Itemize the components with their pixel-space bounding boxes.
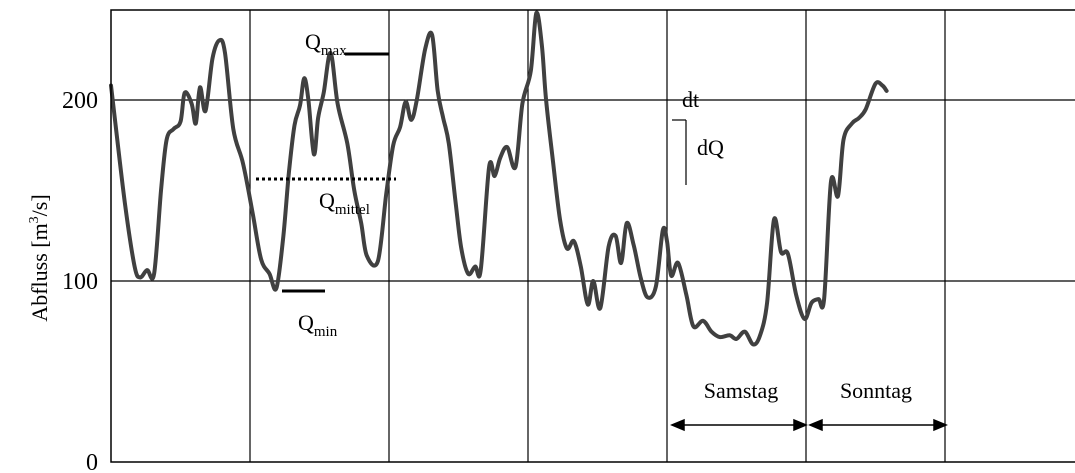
qmin-label-sub: min: [314, 324, 338, 340]
series-line: [109, 10, 889, 347]
dq-label: dQ: [697, 135, 724, 160]
qmax-label-base: Q: [305, 29, 321, 54]
qmittel-label-base: Q: [319, 188, 335, 213]
ytick-label: 100: [62, 269, 98, 295]
qmittel-label: Qmittel: [319, 188, 370, 218]
y-axis-label: Abfluss [m3/s]: [27, 194, 52, 321]
sonntag-label: Sonntag: [840, 378, 912, 403]
y-axis-label-base: Abfluss [m: [27, 223, 52, 321]
ytick-label: 0: [86, 450, 98, 473]
qmax-label: Qmax: [305, 29, 347, 59]
ytick-label: 200: [62, 88, 98, 114]
plot-frame: [110, 9, 1075, 463]
y-axis-label-tail: /s]: [27, 194, 52, 216]
samstag-range-arrow: [670, 418, 808, 432]
qmin-label-base: Q: [298, 310, 314, 335]
samstag-label: Samstag: [704, 378, 779, 403]
qmin-label: Qmin: [298, 310, 338, 340]
y-axis-label-sup: 3: [27, 216, 42, 223]
qmittel-label-sub: mittel: [335, 202, 370, 218]
dt-label: dt: [682, 87, 699, 112]
sonntag-range-arrow: [808, 418, 948, 432]
qmax-label-sub: max: [321, 43, 347, 59]
